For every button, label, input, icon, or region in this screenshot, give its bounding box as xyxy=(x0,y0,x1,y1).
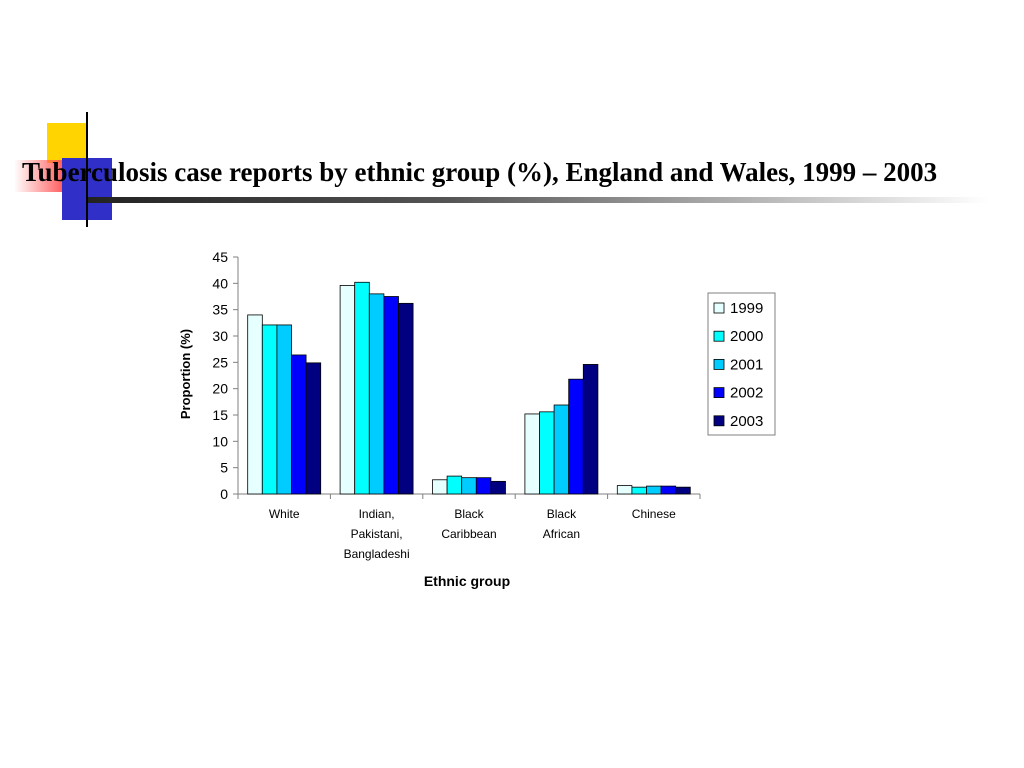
slide-title: Tuberculosis case reports by ethnic grou… xyxy=(22,157,938,187)
bar xyxy=(675,486,691,495)
decorative-horizontal-line xyxy=(88,197,988,203)
bar xyxy=(631,486,647,495)
bar xyxy=(354,281,370,495)
legend-label: 2000 xyxy=(730,328,763,345)
y-axis-label: Proportion (%) xyxy=(178,329,193,419)
bar xyxy=(568,378,584,495)
bar xyxy=(383,296,399,495)
bar xyxy=(475,477,492,495)
bar xyxy=(247,314,263,495)
x-tick-label: Chinese xyxy=(632,507,676,521)
x-tick-label: White xyxy=(269,507,300,521)
bar xyxy=(582,364,599,495)
legend-swatch xyxy=(713,359,725,370)
bar-chart: 0 5 10 15 20 25 30 35 40 45 White Indian, Pakistani… xyxy=(178,249,776,589)
bar xyxy=(553,404,570,495)
y-axis: 0 5 10 15 20 25 30 35 40 45 xyxy=(212,249,239,502)
bar xyxy=(368,293,385,495)
x-tick-label: Black xyxy=(547,507,577,521)
bar xyxy=(276,324,292,495)
bar xyxy=(660,485,677,495)
x-tick-label: Pakistani, xyxy=(351,527,403,541)
y-tick-label: 35 xyxy=(212,302,228,318)
bar xyxy=(490,480,506,495)
x-axis: White Indian, Pakistani, Bangladeshi Black Ca… xyxy=(237,493,701,561)
x-axis-label: Ethnic group xyxy=(424,573,510,589)
legend-label: 2003 xyxy=(730,413,763,430)
bar xyxy=(305,362,322,495)
legend-label: 2001 xyxy=(730,356,763,373)
bar xyxy=(398,302,414,495)
y-tick-label: 5 xyxy=(220,460,228,476)
x-tick-label: Indian, xyxy=(359,507,395,521)
bar xyxy=(291,354,307,495)
y-tick-label: 30 xyxy=(212,328,228,344)
legend-swatch xyxy=(713,330,725,342)
x-tick-label: Caribbean xyxy=(441,527,496,541)
bar xyxy=(339,285,356,495)
y-tick-label: 45 xyxy=(212,249,228,265)
x-tick-label: African xyxy=(543,527,580,541)
decorative-yellow-square xyxy=(47,123,87,163)
bar xyxy=(539,411,555,495)
y-tick-label: 20 xyxy=(212,381,228,397)
bars xyxy=(247,281,691,495)
legend: 1999 2000 2001 2002 2003 xyxy=(707,292,776,436)
decorative-red-gradient xyxy=(14,160,62,192)
legend-label: 1999 xyxy=(730,300,763,317)
legend-label: 2002 xyxy=(730,385,763,402)
bar xyxy=(446,475,463,495)
legend-swatch xyxy=(713,302,725,314)
bar xyxy=(524,413,540,495)
x-tick-label: Bangladeshi xyxy=(344,547,410,561)
bar xyxy=(432,479,448,495)
legend-swatch xyxy=(713,415,725,427)
y-tick-label: 25 xyxy=(212,354,228,370)
bar xyxy=(461,477,477,495)
bar xyxy=(616,485,633,495)
legend-swatch xyxy=(713,387,725,399)
y-tick-label: 10 xyxy=(212,433,228,449)
bar xyxy=(646,485,662,495)
y-tick-label: 15 xyxy=(212,407,228,423)
y-tick-label: 40 xyxy=(212,275,228,291)
x-tick-label: Black xyxy=(454,507,484,521)
legend-box xyxy=(707,292,776,436)
decorative-vertical-line xyxy=(86,112,88,227)
bar xyxy=(261,324,278,495)
y-tick-label: 0 xyxy=(220,486,228,502)
